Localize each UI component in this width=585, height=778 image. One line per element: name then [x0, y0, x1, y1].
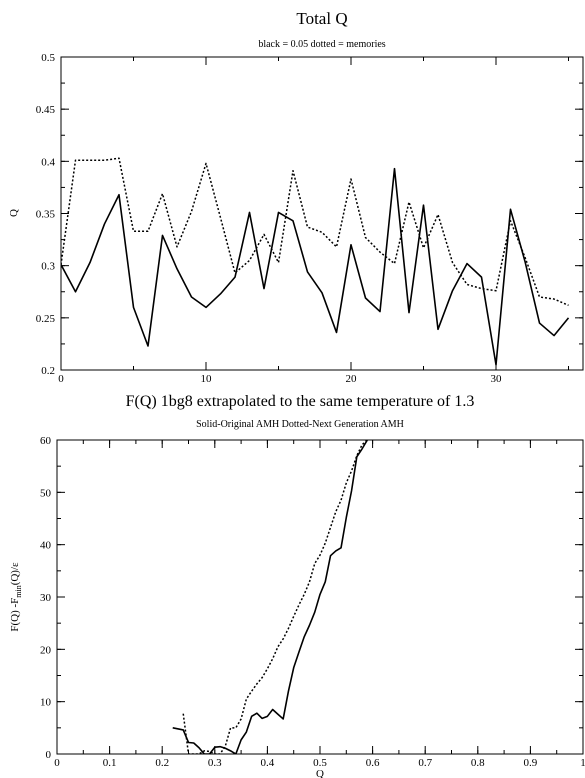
chart1-y-tick-label: 0.45: [36, 104, 56, 116]
chart2-x-tick-label: 0.2: [155, 757, 169, 769]
chart1-series-group: [61, 157, 570, 366]
chart2-y-label-rest: (Q)/ε: [9, 562, 21, 585]
chart2-x-tick-label: 0.3: [208, 757, 222, 769]
chart1-x-tick-label: 30: [491, 373, 503, 385]
chart2-x-tick-label: 1: [580, 757, 585, 769]
chart1-title: Total Q: [296, 9, 347, 28]
chart1-plot-frame: [60, 56, 584, 371]
chart2-y-tick-label: 30: [40, 592, 52, 604]
chart2-x-tick-label: 0.6: [366, 757, 380, 769]
chart1-y-tick-label: 0.5: [41, 52, 55, 64]
chart2-series-group: [172, 440, 369, 754]
chart2-series-dotted-line: [182, 440, 369, 754]
chart1-x-tick-label: 10: [201, 373, 213, 385]
chart1-series-dotted-line: [61, 157, 569, 306]
chart1-x-tick-label: 20: [346, 373, 358, 385]
chart-total-q: Total Q black = 0.05 dotted = memories 0…: [8, 9, 584, 385]
chart1-series-solid-line: [61, 167, 570, 366]
chart2-y-label-sub: min: [14, 585, 23, 597]
chart2-x-tick-label: 0.9: [524, 757, 538, 769]
chart2-plot-frame: [56, 439, 584, 755]
chart1-x-tick-label: 0: [58, 373, 64, 385]
chart2-y-tick-label: 50: [40, 487, 52, 499]
chart2-subtitle: Solid-Original AMH Dotted-Next Generatio…: [196, 419, 404, 430]
chart2-y-tick-label: 60: [40, 435, 52, 447]
chart2-x-tick-label: 0.8: [471, 757, 485, 769]
chart1-y-tick-label: 0.4: [41, 156, 55, 168]
chart2-x-tick-label: 0: [54, 757, 60, 769]
chart-free-energy: F(Q) 1bg8 extrapolated to the same tempe…: [9, 393, 585, 778]
chart2-title: F(Q) 1bg8 extrapolated to the same tempe…: [126, 393, 475, 410]
chart2-y-axis-label: F(Q) -Fmin(Q)/ε: [9, 562, 23, 632]
chart1-y-axis-label: Q: [8, 209, 20, 217]
chart1-ticks: 0 10 20 30 0.2 0.25 0.3 0.35 0.4 0.45 0.5: [36, 52, 583, 385]
chart2-series-solid-line: [172, 440, 369, 754]
chart2-x-tick-label: 0.4: [261, 757, 275, 769]
chart2-x-tick-label: 0.5: [313, 757, 327, 769]
chart1-subtitle: black = 0.05 dotted = memories: [258, 39, 385, 50]
chart2-y-tick-label: 20: [40, 644, 52, 656]
chart2-y-tick-label: 40: [40, 540, 52, 552]
chart2-y-tick-label: 10: [40, 697, 52, 709]
chart2-x-axis-label: Q: [316, 768, 324, 778]
chart1-y-tick-label: 0.3: [41, 261, 55, 273]
chart2-x-tick-label: 0.7: [418, 757, 432, 769]
chart1-y-tick-label: 0.35: [36, 209, 56, 221]
chart2-y-label-main: F(Q) -F: [9, 598, 21, 632]
chart2-y-tick-label: 0: [46, 749, 52, 761]
chart1-y-tick-label: 0.25: [36, 313, 56, 325]
chart2-x-tick-label: 0.1: [103, 757, 117, 769]
chart1-y-tick-label: 0.2: [41, 365, 55, 377]
chart2-ticks: 0 0.1 0.2 0.3 0.4 0.5 0.6 0.7 0.8 0.9 101020304050…: [40, 435, 585, 769]
